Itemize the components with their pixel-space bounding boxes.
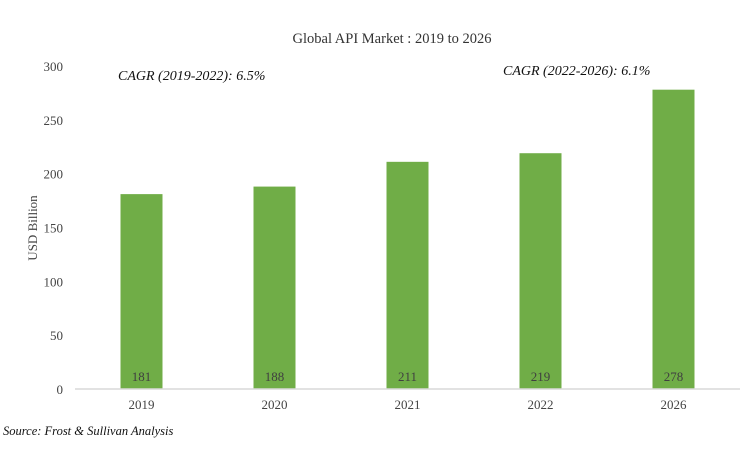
y-tick-label: 0: [57, 382, 64, 397]
y-tick-label: 150: [44, 221, 64, 236]
y-tick-label: 100: [44, 274, 64, 289]
x-tick-label: 2026: [661, 397, 688, 412]
data-label: 219: [531, 369, 551, 384]
bar-2026: [652, 89, 695, 389]
source-note: Source: Frost & Sullivan Analysis: [3, 424, 174, 438]
bar-2021: [386, 161, 429, 389]
y-tick-label: 250: [44, 113, 64, 128]
chart-title: Global API Market : 2019 to 2026: [293, 31, 492, 47]
bar-2019: [120, 194, 163, 389]
bar-2020: [253, 186, 296, 389]
data-label: 211: [398, 369, 417, 384]
cagr-annotation-2: CAGR (2022-2026): 6.1%: [503, 64, 650, 79]
y-tick-label: 200: [44, 167, 64, 182]
x-tick-label: 2022: [528, 397, 554, 412]
data-label: 188: [265, 369, 285, 384]
x-tick-label: 2020: [262, 397, 288, 412]
bar-2022: [519, 153, 562, 389]
y-tick-label: 300: [44, 59, 64, 74]
y-axis-label: USD Billion: [25, 195, 40, 261]
cagr-annotation-1: CAGR (2019-2022): 6.5%: [118, 69, 265, 84]
x-tick-label: 2021: [395, 397, 421, 412]
data-label: 278: [664, 369, 684, 384]
data-label: 181: [132, 369, 152, 384]
y-tick-label: 50: [50, 328, 63, 343]
x-tick-label: 2019: [129, 397, 155, 412]
